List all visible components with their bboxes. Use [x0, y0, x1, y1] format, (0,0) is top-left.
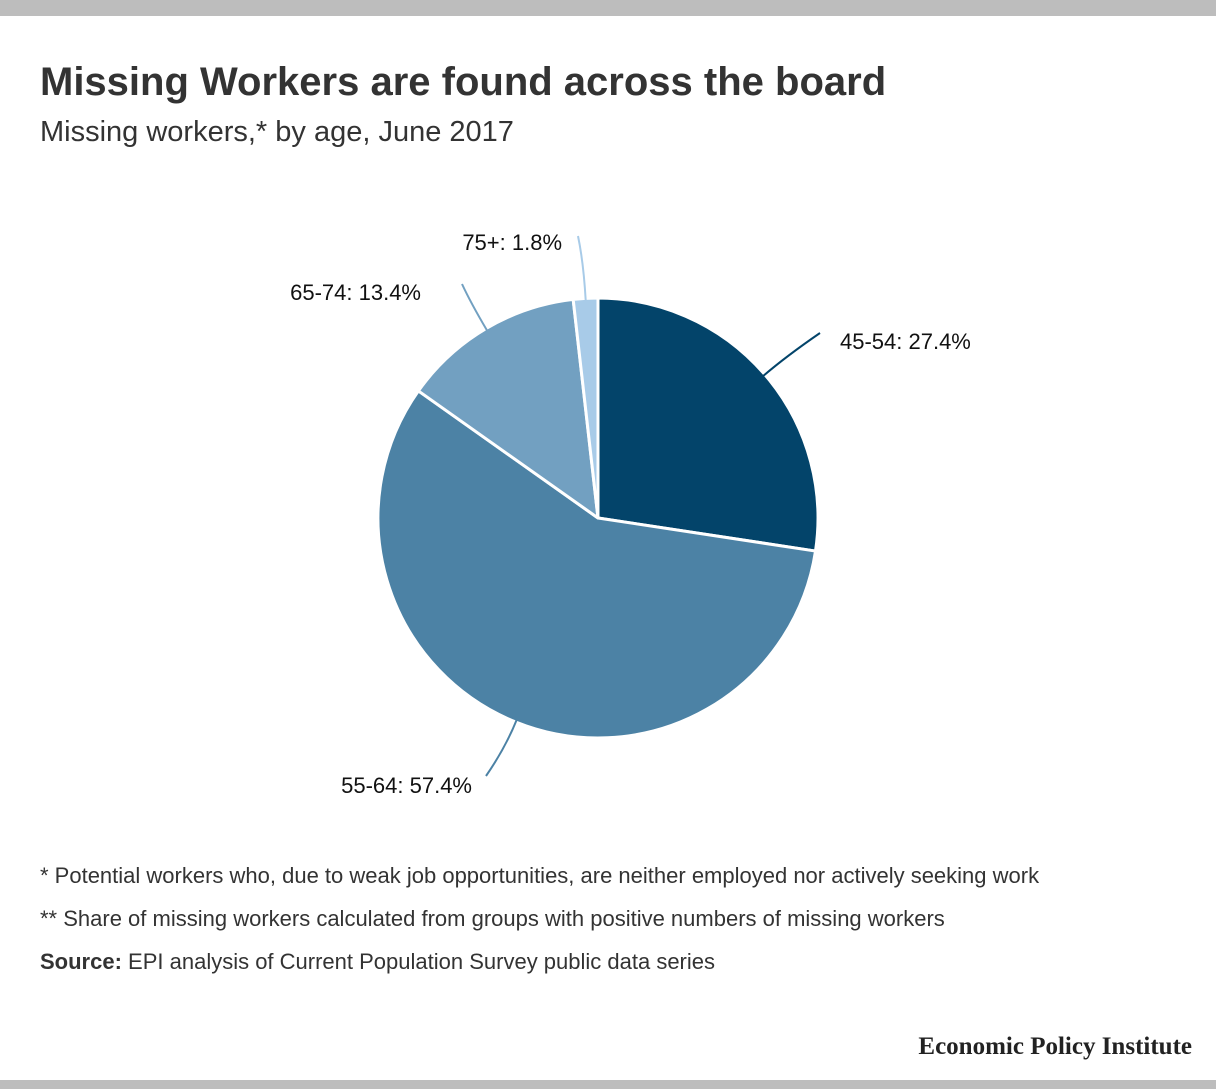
leader-line-55-64: [485, 719, 518, 777]
source-text: EPI analysis of Current Population Surve…: [121, 949, 716, 974]
chart-title: Missing Workers are found across the boa…: [40, 60, 887, 104]
slice-label-45-54: 45-54: 27.4%: [840, 329, 971, 354]
chart-subtitle: Missing workers,* by age, June 2017: [40, 116, 514, 148]
chart-notes: * Potential workers who, due to weak job…: [40, 860, 1160, 989]
pie-chart: 45-54: 27.4% 55-64: 57.4% 65-74: 13.4% 75+:…: [290, 230, 971, 798]
slice-label-55-64: 55-64: 57.4%: [341, 773, 472, 798]
pie-slice-45-54: [596, 296, 820, 553]
pie-labels: 45-54: 27.4% 55-64: 57.4% 65-74: 13.4% 75+:…: [290, 230, 971, 798]
slice-label-75plus: 75+: 1.8%: [462, 230, 562, 255]
bottom-frame-bar: [0, 1080, 1216, 1089]
leader-line-45-54: [762, 332, 821, 377]
source-note: Source: EPI analysis of Current Populati…: [40, 946, 1160, 978]
pie-slices: [376, 296, 820, 740]
top-frame-bar: [0, 0, 1216, 16]
footnote-share-calculation: ** Share of missing workers calculated f…: [40, 906, 945, 931]
epi-brand-logo: Economic Policy Institute: [918, 1033, 1192, 1060]
leader-line-65-74: [461, 283, 488, 331]
footnote-potential-workers: * Potential workers who, due to weak job…: [40, 863, 1040, 888]
source-label: Source:: [40, 949, 122, 974]
pie-leader-lines: [461, 235, 821, 777]
slice-label-65-74: 65-74: 13.4%: [290, 280, 421, 305]
leader-line-75plus: [577, 235, 587, 301]
